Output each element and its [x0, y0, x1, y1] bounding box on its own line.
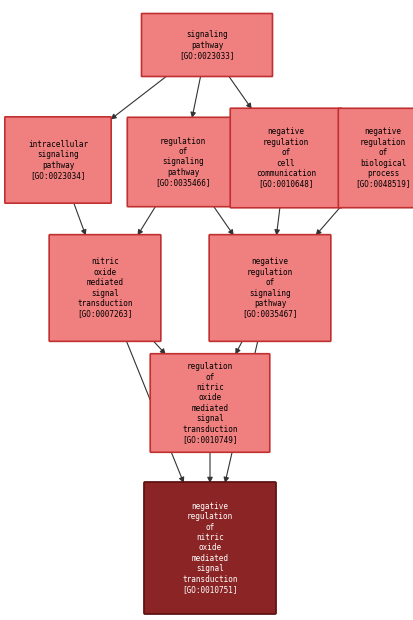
FancyBboxPatch shape — [230, 108, 341, 208]
Text: negative
regulation
of
cell
communication
[GO:0010648]: negative regulation of cell communicatio… — [255, 128, 315, 188]
FancyBboxPatch shape — [144, 482, 275, 614]
Text: nitric
oxide
mediated
signal
transduction
[GO:0007263]: nitric oxide mediated signal transductio… — [77, 257, 133, 319]
Text: regulation
of
signaling
pathway
[GO:0035466]: regulation of signaling pathway [GO:0035… — [155, 136, 210, 187]
FancyBboxPatch shape — [337, 108, 413, 208]
FancyBboxPatch shape — [141, 14, 272, 76]
FancyBboxPatch shape — [150, 354, 269, 452]
FancyBboxPatch shape — [49, 234, 161, 342]
Text: signaling
pathway
[GO:0023033]: signaling pathway [GO:0023033] — [179, 30, 234, 60]
Text: intracellular
signaling
pathway
[GO:0023034]: intracellular signaling pathway [GO:0023… — [28, 140, 88, 180]
Text: negative
regulation
of
signaling
pathway
[GO:0035467]: negative regulation of signaling pathway… — [242, 257, 297, 319]
Text: negative
regulation
of
biological
process
[GO:0048519]: negative regulation of biological proces… — [354, 128, 410, 188]
FancyBboxPatch shape — [209, 234, 330, 342]
Text: negative
regulation
of
nitric
oxide
mediated
signal
transduction
[GO:0010751]: negative regulation of nitric oxide medi… — [182, 502, 237, 594]
FancyBboxPatch shape — [127, 117, 238, 206]
FancyBboxPatch shape — [5, 117, 111, 203]
Text: regulation
of
nitric
oxide
mediated
signal
transduction
[GO:0010749]: regulation of nitric oxide mediated sign… — [182, 362, 237, 444]
